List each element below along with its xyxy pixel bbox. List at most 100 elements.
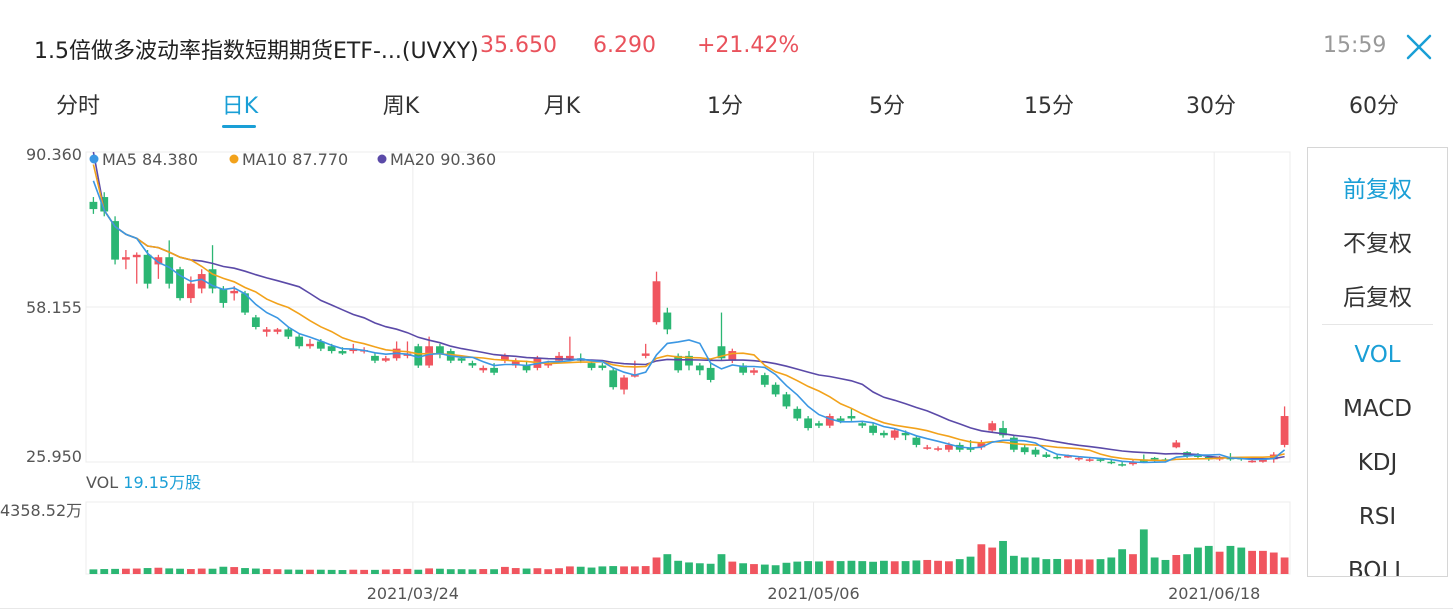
- candle-down: [847, 416, 856, 419]
- tab-15min[interactable]: 15分: [1024, 94, 1074, 119]
- candle-down: [685, 355, 693, 366]
- volume-bar: [890, 561, 899, 574]
- tab-timeshare[interactable]: 分时: [55, 94, 101, 119]
- volume-bar: [955, 559, 964, 574]
- volume-bar: [197, 568, 206, 574]
- volume-bar: [490, 569, 498, 574]
- volume-bar: [923, 559, 932, 574]
- candle-up: [944, 444, 953, 450]
- tab-30min[interactable]: 30分: [1186, 94, 1236, 119]
- candle-down: [111, 221, 119, 260]
- candle-up: [381, 358, 390, 361]
- legend-ma10: MA10 87.770: [242, 150, 348, 169]
- volume-bar: [208, 568, 217, 574]
- volume-bar: [869, 561, 877, 574]
- candle-down: [771, 384, 780, 395]
- candle-up: [728, 351, 737, 361]
- volume-bar: [1009, 555, 1018, 574]
- volume-bar: [306, 569, 314, 574]
- candle-up: [154, 257, 163, 265]
- volume-bar: [1020, 557, 1029, 574]
- candle-up: [750, 370, 758, 373]
- tab-5min[interactable]: 5分: [869, 94, 905, 119]
- volume-bar: [1139, 529, 1148, 574]
- tab-monthly-k[interactable]: 月K: [543, 94, 581, 119]
- volume-bar: [1053, 558, 1062, 574]
- volume-bar: [695, 563, 704, 574]
- price-axis-bottom-label: 25.950: [26, 447, 82, 466]
- legend-dot-ma20: [377, 154, 387, 164]
- indicator-macd[interactable]: MACD: [1343, 396, 1412, 422]
- volume-bar: [793, 561, 802, 574]
- adjust-none[interactable]: 不复权: [1343, 231, 1412, 257]
- tab-60min[interactable]: 60分: [1349, 94, 1399, 119]
- candle-up: [825, 416, 834, 426]
- tab-1min[interactable]: 1分: [707, 94, 743, 119]
- vol-legend: VOL 19.15万股: [86, 473, 201, 492]
- adjust-forward[interactable]: 前复权: [1343, 177, 1412, 203]
- tab-weekly-k[interactable]: 周K: [382, 94, 420, 119]
- volume-bar: [706, 563, 715, 574]
- candle-down: [815, 423, 823, 426]
- volume-bar: [338, 570, 347, 574]
- volume-bar: [446, 569, 455, 574]
- candle-up: [620, 377, 628, 390]
- close-icon[interactable]: [1402, 30, 1436, 64]
- candle-down: [782, 394, 791, 407]
- volume-bar: [815, 561, 823, 574]
- candle-down: [208, 269, 217, 289]
- price-axis-top-label: 90.360: [26, 145, 82, 164]
- volume-bar: [652, 557, 661, 574]
- candle-down: [1107, 461, 1116, 464]
- indicator-panel: 前复权 不复权 后复权 VOL MACD KDJ RSI BOLL: [1307, 147, 1448, 577]
- volume-bar: [1248, 550, 1256, 574]
- indicator-rsi[interactable]: RSI: [1358, 504, 1397, 530]
- candle-up: [1248, 460, 1256, 463]
- volume-bar: [598, 566, 607, 574]
- volume-bar: [154, 567, 163, 574]
- candle-down: [598, 365, 607, 368]
- volume-bar: [468, 569, 477, 574]
- volume-bar: [295, 569, 304, 574]
- candle-down: [1053, 456, 1062, 459]
- header: 1.5倍做多波动率指数短期期货ETF-...(UVXY) 35.650 6.29…: [0, 0, 1453, 80]
- volume-bar: [1237, 547, 1246, 574]
- indicator-vol[interactable]: VOL: [1354, 342, 1401, 368]
- candle-down: [295, 336, 304, 347]
- volume-bar: [1259, 550, 1267, 574]
- candle-down: [284, 329, 293, 337]
- volume-bar: [1194, 547, 1202, 574]
- volume-bar: [901, 561, 910, 574]
- volume-bar: [100, 569, 109, 574]
- candle-up: [306, 343, 314, 347]
- legend-ma5: MA5 84.380: [102, 150, 198, 169]
- volume-bar: [760, 564, 769, 574]
- volume-bar: [262, 569, 271, 574]
- volume-bar: [1269, 552, 1278, 574]
- candle-up: [641, 353, 650, 356]
- candle-down: [251, 317, 260, 327]
- tab-daily-k[interactable]: 日K: [221, 94, 259, 119]
- volume-bar: [219, 566, 228, 574]
- indicator-boll[interactable]: BOLL: [1347, 558, 1408, 577]
- candle-down: [706, 367, 715, 380]
- volume-bar: [273, 569, 282, 574]
- volume-bar: [132, 568, 141, 574]
- volume-bar: [522, 568, 531, 574]
- candle-up: [1064, 455, 1072, 458]
- candle-up: [1259, 458, 1267, 462]
- volume-bar: [176, 568, 184, 574]
- volume-bar: [1172, 555, 1181, 574]
- volume-bar: [1031, 557, 1040, 574]
- candle-down: [739, 365, 748, 373]
- candle-up: [501, 355, 509, 361]
- kline-chart[interactable]: 90.360 58.155 25.950 4358.52万 2021/03/24 2021…: [0, 140, 1300, 610]
- adjust-backward[interactable]: 后复权: [1343, 285, 1412, 311]
- candle-down: [804, 418, 813, 429]
- candle-up: [1172, 442, 1181, 448]
- volume-bar: [436, 568, 444, 574]
- indicator-kdj[interactable]: KDJ: [1357, 450, 1398, 476]
- candle-down: [858, 423, 867, 426]
- ma20-line: [92, 151, 1285, 460]
- candle-up: [934, 448, 942, 450]
